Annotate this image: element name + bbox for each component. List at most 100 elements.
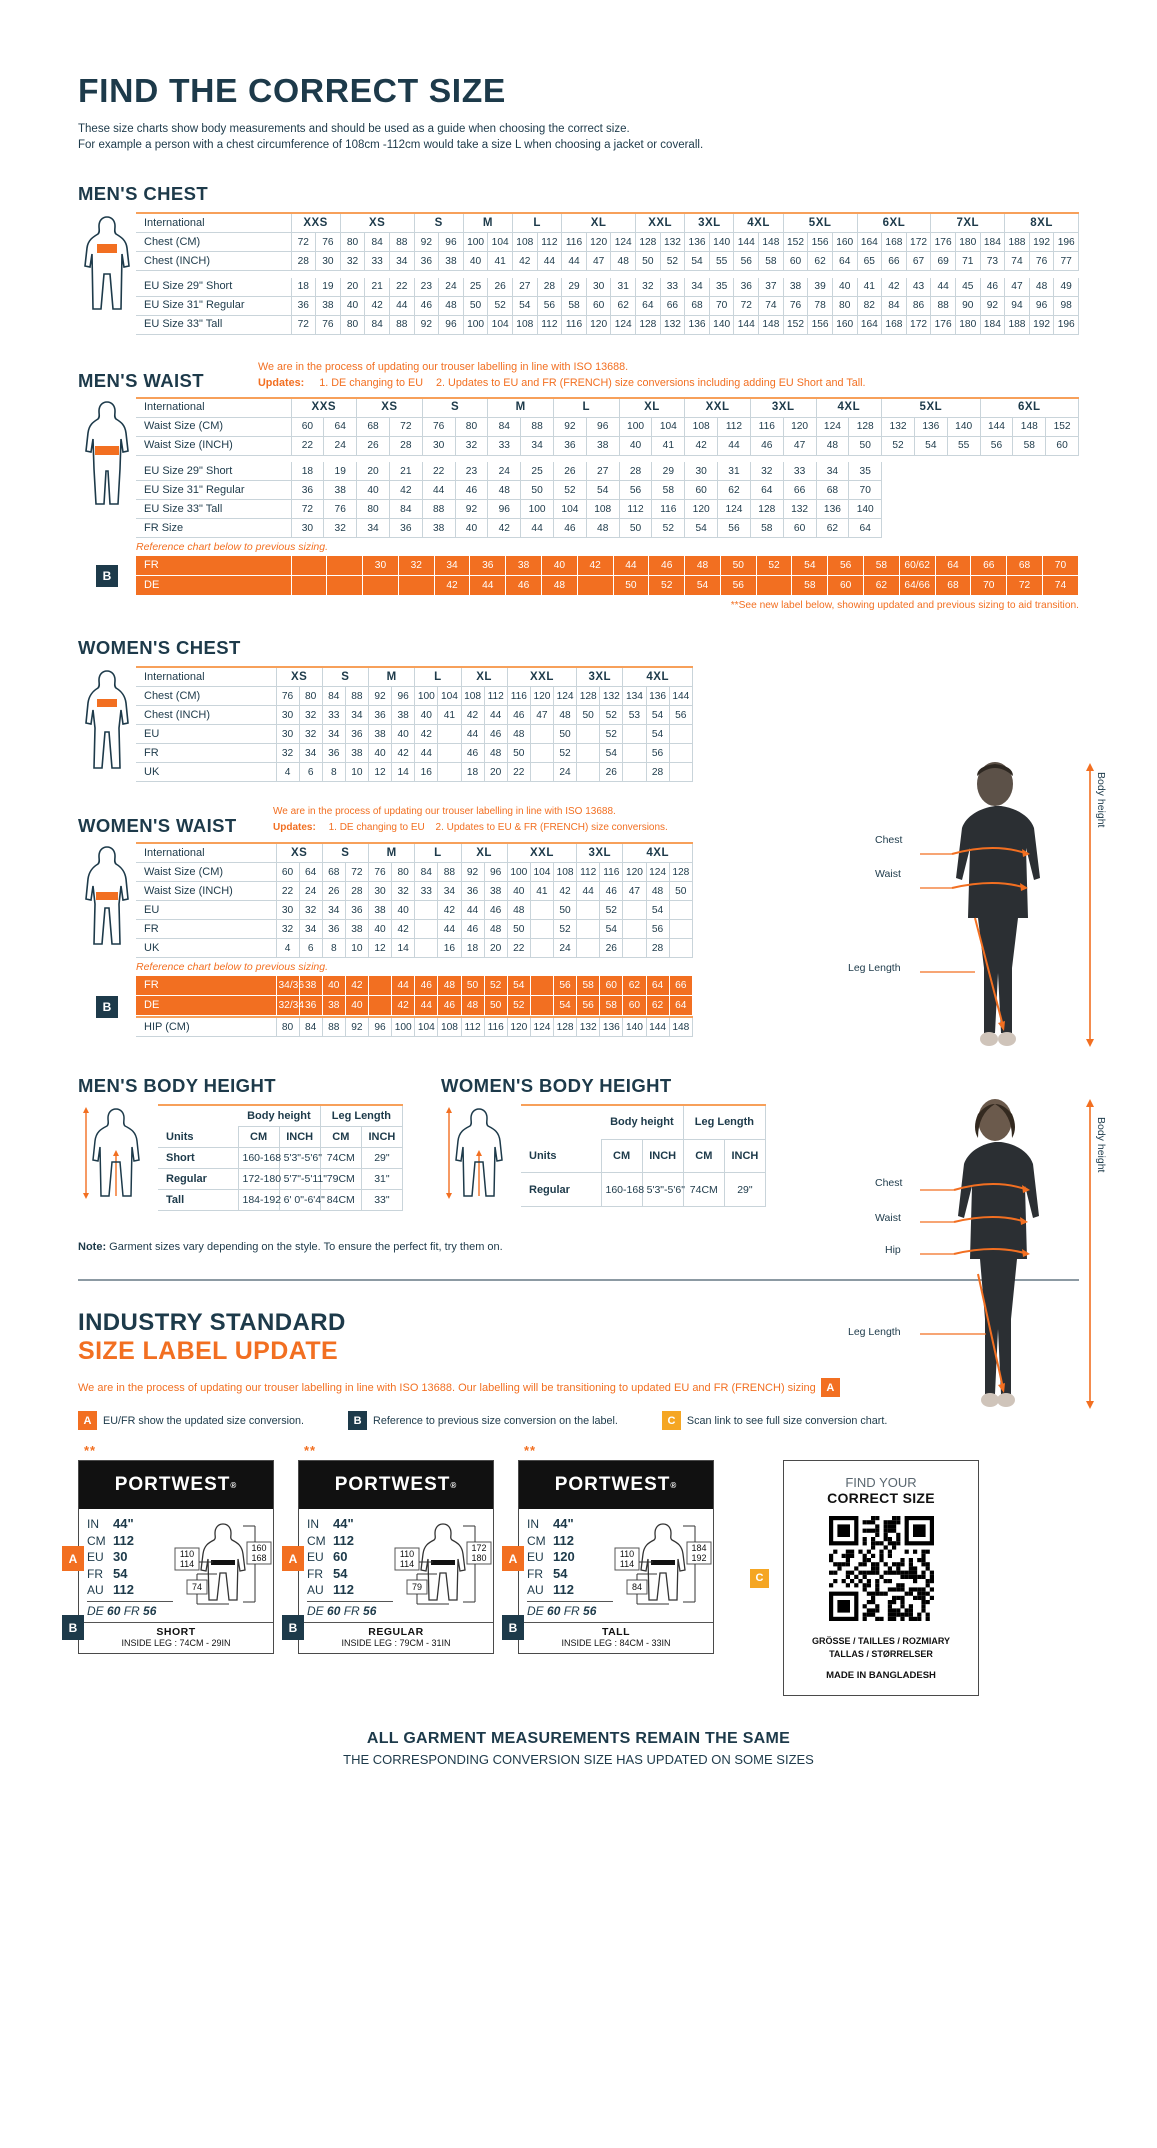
table-cell: 100 <box>507 862 531 882</box>
table-cell: 38 <box>368 724 393 744</box>
spec-line: FR 54 <box>87 1566 173 1583</box>
table-cell: 28 <box>389 436 423 456</box>
ref-cell: 64/66 <box>899 575 936 596</box>
column-header: S <box>322 842 370 863</box>
table-cell: 76 <box>315 232 341 252</box>
column-header: XS <box>340 212 415 233</box>
table-cell: 33 <box>322 705 346 725</box>
table-cell: 18 <box>291 462 325 481</box>
table-cell: 50 <box>619 518 653 538</box>
table-cell: 16 <box>414 762 439 782</box>
ref-cell <box>398 575 435 596</box>
table-cell: 112 <box>537 232 563 252</box>
table-cell: 40 <box>356 480 390 500</box>
label-card-footer: TALL INSIDE LEG : 84CM - 33IN <box>519 1621 713 1653</box>
table-cell: 47 <box>530 705 555 725</box>
table-cell: 55 <box>709 251 735 271</box>
table-cell: 136 <box>684 232 710 252</box>
qr-code[interactable] <box>794 1516 968 1626</box>
ref-cell: 54 <box>791 556 829 576</box>
table-cell: 64 <box>323 417 358 437</box>
table-cell: 42 <box>364 296 390 316</box>
table-row: EU 30 32 34 36 38 40 42 44 46 48 50 52 54 <box>136 724 694 744</box>
womens-chest-figure <box>78 666 136 782</box>
spec-value: 112 <box>553 1582 574 1597</box>
size-guide-page: FIND THE CORRECT SIZE These size charts … <box>0 72 1157 1797</box>
spec-key: CM <box>527 1533 546 1548</box>
table-cell: 32 <box>276 743 300 763</box>
brand-registered-mark: ® <box>230 1480 238 1490</box>
body-height-section: MEN'S BODY HEIGHT Body height Leg Length U… <box>78 1075 1079 1211</box>
svg-text:168: 168 <box>251 1553 266 1563</box>
mens-body-height-block: MEN'S BODY HEIGHT Body height Leg Length U… <box>78 1075 404 1211</box>
table-cell: 140 <box>709 232 735 252</box>
column-header: L <box>553 396 620 418</box>
spec-key: FR <box>307 1566 323 1581</box>
table-cell: 100 <box>414 686 439 706</box>
table-cell: 104 <box>530 862 555 882</box>
table-cell: 42 <box>437 900 462 920</box>
table-cell: 28 <box>646 938 670 958</box>
table-cell: 52 <box>487 296 513 316</box>
table-cell: 56 <box>537 296 563 316</box>
table-cell: 41 <box>437 705 462 725</box>
ref-cell: 42 <box>345 976 370 996</box>
spec-value: 54 <box>333 1565 348 1581</box>
size-label-card: ** A B PORTWEST ® IN 44" CM 112 EU 30 FR 54 AU 112 DE 6… <box>62 1443 274 1654</box>
ref-cell: 36 <box>299 995 323 1016</box>
table-cell: 108 <box>512 232 538 252</box>
label-card-footer: REGULAR INSIDE LEG : 79CM - 31IN <box>299 1621 493 1653</box>
table-cell: 80 <box>276 1016 300 1037</box>
ref-cell: 52 <box>507 995 531 1016</box>
table-cell: 50 <box>520 480 554 500</box>
column-header: L <box>414 666 462 687</box>
table-cell: 140 <box>709 315 735 335</box>
male-label-waist: Waist <box>875 868 901 880</box>
bh-group-header-row: Body height Leg Length <box>158 1104 404 1127</box>
table-cell: 26 <box>599 762 624 782</box>
label-card-footer: SHORT INSIDE LEG : 74CM - 29IN <box>79 1621 273 1653</box>
table-cell: 52 <box>553 480 587 500</box>
womens-bh-figure <box>441 1104 521 1207</box>
table-cell: 37 <box>758 277 784 297</box>
table-cell: 144 <box>669 686 694 706</box>
badge-a-lead: A <box>820 1378 840 1397</box>
table-cell: 34 <box>816 462 850 481</box>
table-cell: 40 <box>507 881 531 901</box>
table-cell <box>437 743 462 763</box>
qr-sub-line-2: TALLAS / STØRRELSER <box>829 1649 933 1659</box>
table-cell: 26 <box>322 881 346 901</box>
ref-cell: 46 <box>648 556 686 576</box>
row-label: EU Size 31" Regular <box>136 296 292 316</box>
table-cell: 40 <box>832 277 858 297</box>
bh-group-header: Body height <box>238 1104 321 1127</box>
table-cell: 60 <box>291 417 325 437</box>
male-label-leg-length: Leg Length <box>848 962 901 974</box>
table-cell: 34 <box>389 251 415 271</box>
table-cell: 148 <box>758 315 784 335</box>
qr-card[interactable]: FIND YOUR CORRECT SIZE GRÖSSE / TAILLES / … <box>783 1460 979 1696</box>
ref-cell: 68 <box>1006 556 1043 576</box>
column-header: XS <box>356 396 423 418</box>
table-cell: 66 <box>660 296 686 316</box>
table-row: EU Size 31" Regular 36 38 40 42 44 46 48 50 52 54 5… <box>136 480 1079 500</box>
intro-line-2: For example a person with a chest circum… <box>78 139 704 151</box>
table-cell: 164 <box>857 232 883 252</box>
section-title-womens-chest: WOMEN'S CHEST <box>78 637 241 658</box>
womens-waist-table-block: International XS S M L XL XXL 3XL 4XL Waist Size … <box>78 842 694 973</box>
table-cell: 192 <box>1029 232 1055 252</box>
ref-cell: 36 <box>469 556 507 576</box>
row-label: FR Size <box>136 518 292 538</box>
table-cell: 14 <box>391 762 416 782</box>
column-header: 3XL <box>750 396 817 418</box>
update-item-1-w: 1. DE changing to EU <box>328 822 425 833</box>
table-cell: 108 <box>684 417 719 437</box>
brand-name: PORTWEST <box>554 1474 671 1495</box>
table-cell: 104 <box>553 499 587 519</box>
spec-key: EU <box>307 1550 324 1564</box>
ref-cell <box>362 575 399 596</box>
table-cell: 36 <box>345 900 370 920</box>
svg-text:114: 114 <box>180 1559 194 1569</box>
table-cell: 44 <box>437 919 462 939</box>
row-label: FR <box>136 919 277 939</box>
